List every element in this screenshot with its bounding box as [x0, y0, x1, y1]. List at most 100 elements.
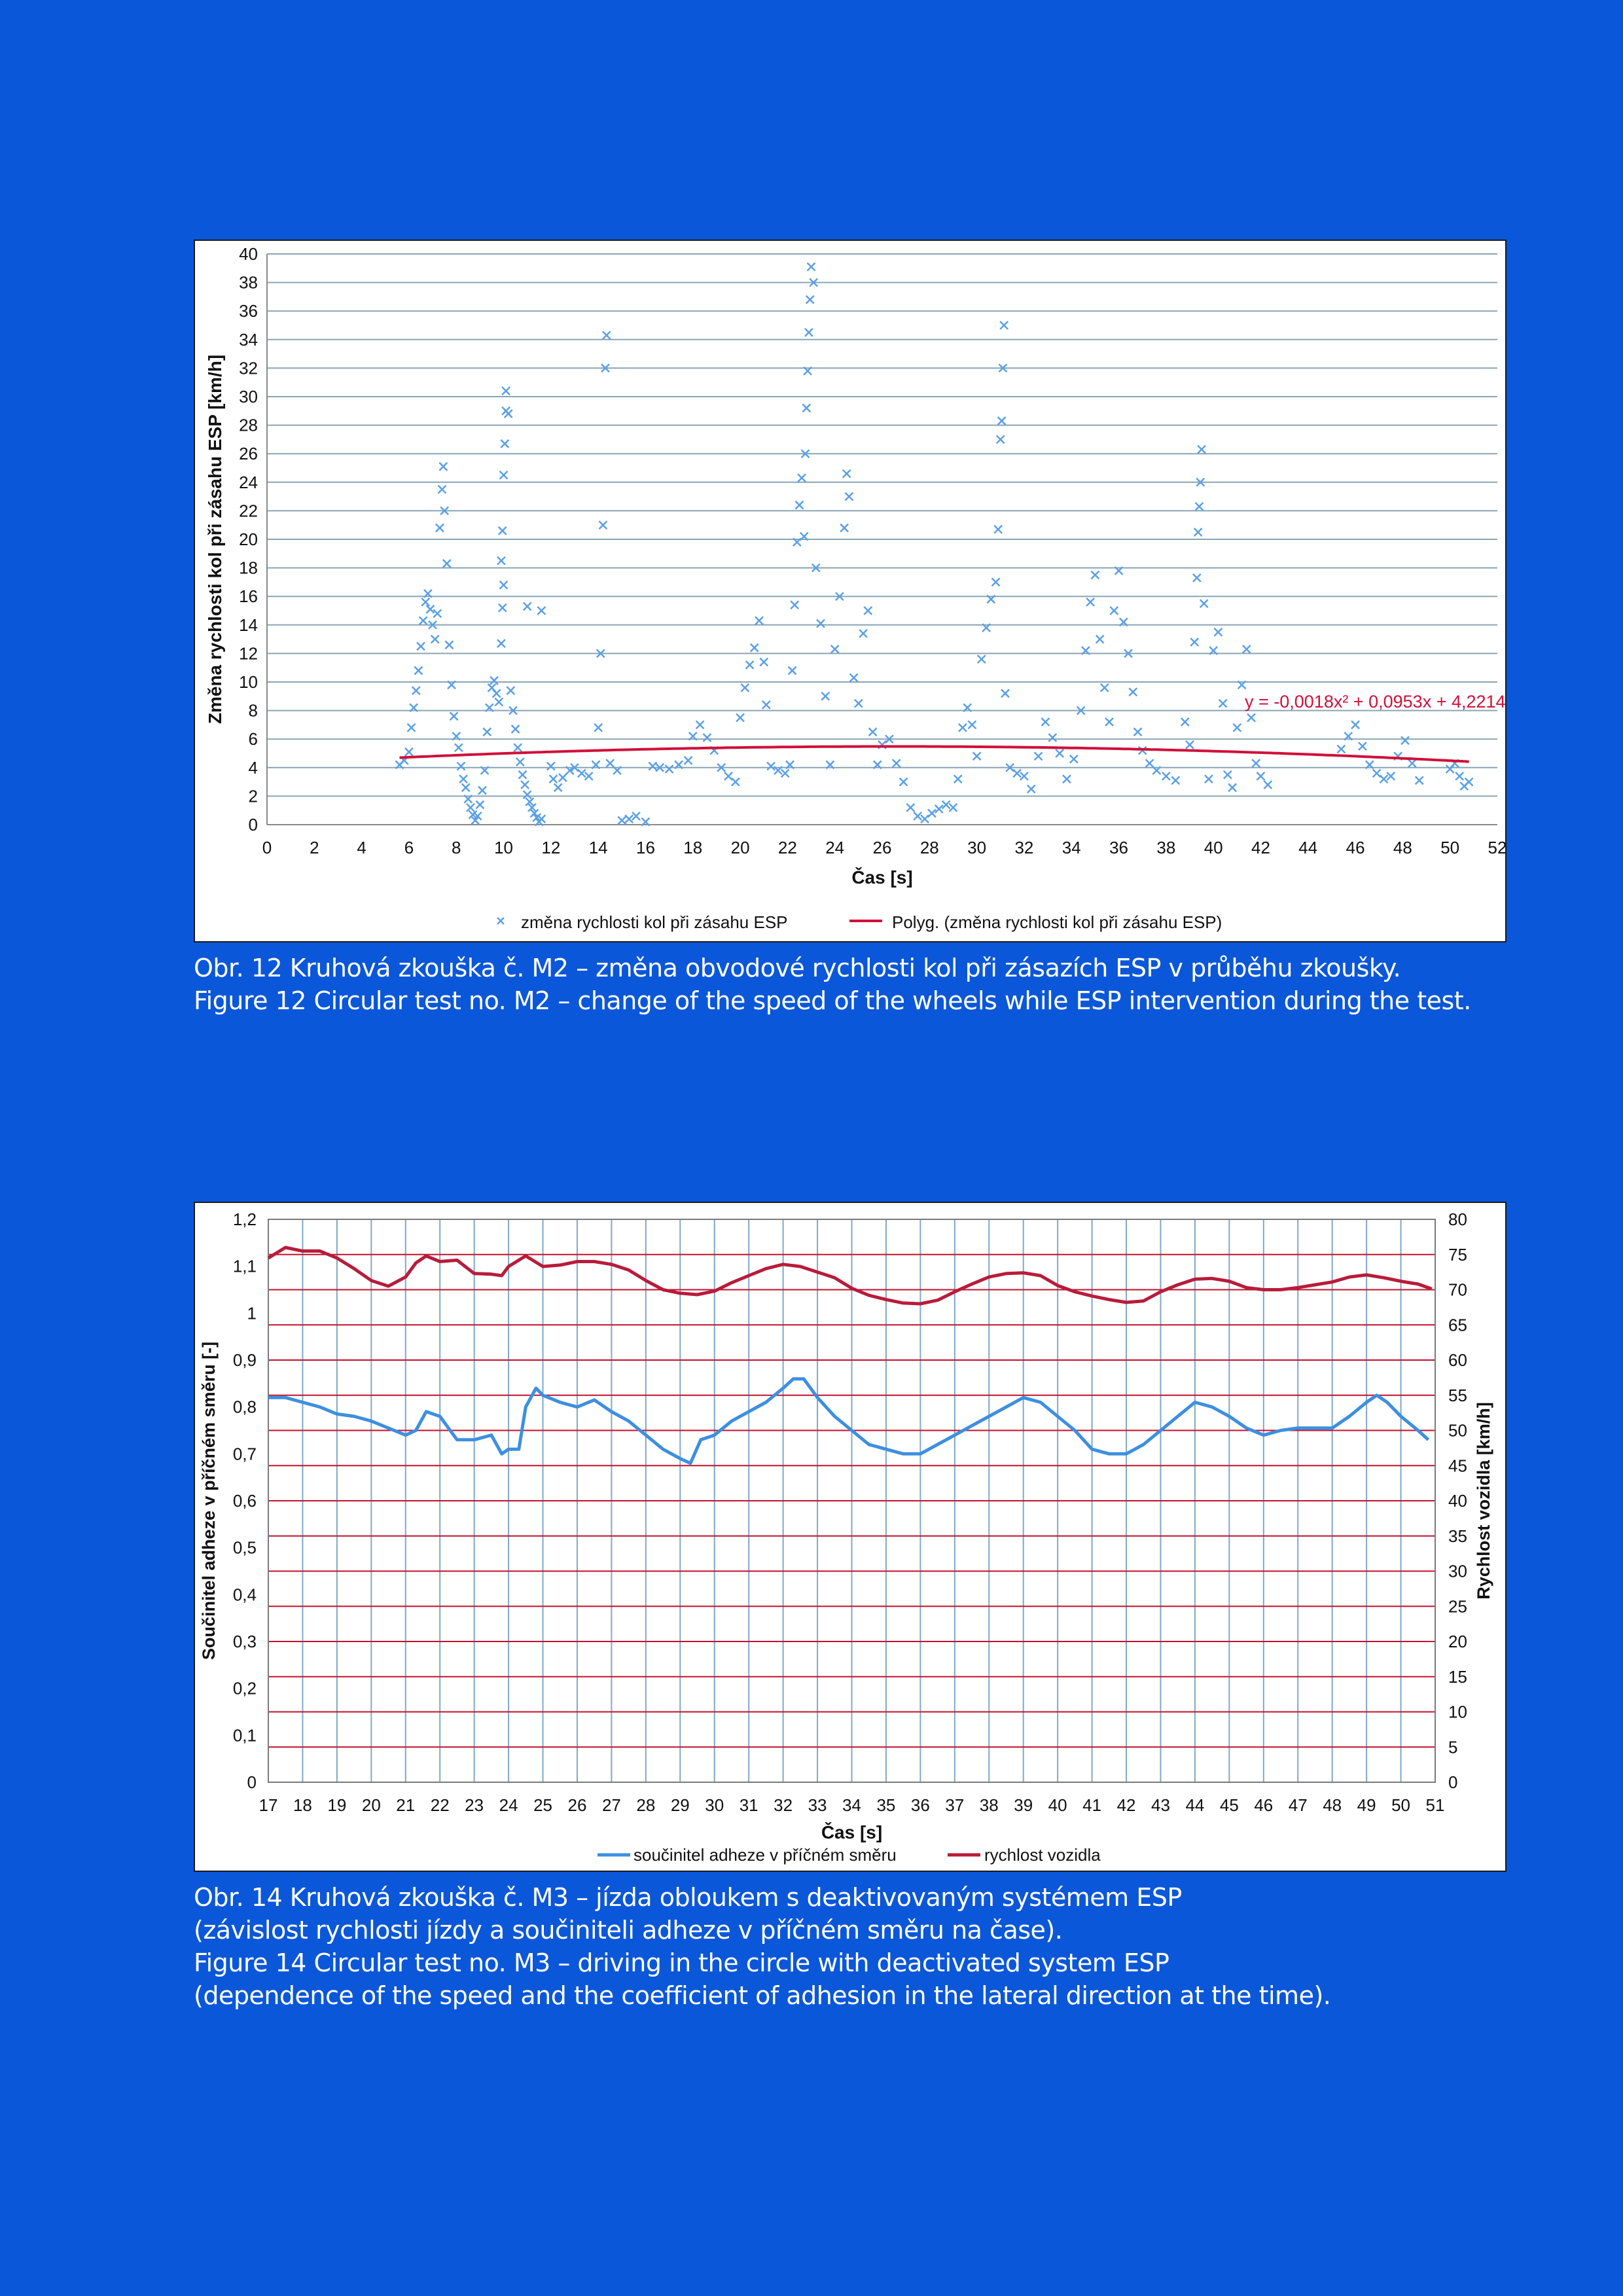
data-point	[953, 774, 963, 784]
data-point	[1099, 683, 1109, 692]
y-right-tick-label: 35	[1448, 1526, 1467, 1546]
data-point	[546, 761, 556, 771]
x-tick-label: 38	[1156, 838, 1175, 857]
data-point	[724, 771, 733, 781]
y-right-tick-label: 70	[1448, 1280, 1467, 1300]
data-point	[1372, 768, 1382, 778]
data-point	[478, 785, 487, 795]
x-tick-label: 20	[362, 1795, 381, 1815]
data-point	[411, 686, 421, 695]
data-point	[1001, 689, 1010, 698]
x-tick-label: 47	[1289, 1795, 1308, 1815]
data-point	[859, 628, 868, 638]
data-point	[605, 759, 615, 768]
data-point	[497, 526, 507, 535]
y-right-tick-label: 65	[1448, 1315, 1467, 1335]
x-tick-label: 39	[1014, 1795, 1033, 1815]
data-point	[1199, 599, 1209, 608]
y-tick-label: 40	[239, 244, 258, 264]
data-point	[565, 766, 575, 776]
y-left-tick-label: 1	[247, 1303, 257, 1323]
y-right-tick-label: 60	[1448, 1350, 1467, 1370]
data-point	[598, 520, 608, 530]
data-point	[745, 660, 755, 670]
data-point	[803, 366, 812, 376]
plot-frame	[268, 1219, 1436, 1783]
data-point	[811, 563, 821, 573]
data-point	[601, 363, 610, 373]
data-point	[958, 723, 967, 732]
data-point	[406, 723, 416, 732]
data-point	[674, 760, 683, 770]
data-point	[537, 606, 546, 615]
y-tick-label: 22	[239, 501, 258, 520]
x-tick-label: 36	[1109, 838, 1128, 857]
data-point	[1336, 744, 1346, 754]
trend-line	[399, 745, 1469, 763]
x-tick-label: 24	[825, 838, 844, 857]
data-point	[1464, 777, 1474, 787]
data-point	[927, 808, 936, 818]
x-tick-label: 14	[589, 838, 608, 857]
data-point	[641, 817, 651, 827]
x-axis-title: Čas [s]	[851, 867, 912, 888]
x-tick-label: 6	[404, 838, 414, 857]
data-point	[1069, 754, 1079, 764]
data-point	[409, 703, 419, 713]
data-point	[508, 706, 518, 715]
y-left-tick-label: 0,1	[233, 1725, 257, 1745]
data-point	[997, 416, 1007, 425]
data-point	[749, 643, 759, 653]
data-point	[780, 768, 790, 778]
y-right-tick-label: 10	[1448, 1702, 1467, 1722]
data-point	[497, 556, 506, 565]
data-point	[1263, 780, 1273, 789]
data-point	[497, 603, 507, 613]
data-point	[570, 762, 579, 772]
x-tick-label: 44	[1298, 838, 1317, 857]
y-left-tick-label: 0	[247, 1772, 257, 1792]
data-point	[1228, 783, 1237, 793]
data-point	[529, 808, 539, 818]
data-point	[480, 766, 490, 776]
x-tick-label: 45	[1220, 1795, 1239, 1815]
x-tick-label: 28	[636, 1795, 655, 1815]
data-point	[1086, 598, 1096, 607]
y-left-tick-label: 0,7	[233, 1444, 257, 1463]
data-point	[755, 616, 764, 626]
data-point	[991, 577, 1001, 587]
legend: součinitel adheze v příčném směru rychlos…	[597, 1845, 1101, 1865]
data-point	[906, 802, 916, 812]
data-point	[527, 802, 537, 812]
data-point	[404, 747, 414, 757]
data-point	[1344, 731, 1353, 741]
data-point	[683, 756, 693, 765]
data-point	[430, 634, 440, 644]
data-point	[761, 700, 771, 709]
data-point	[1190, 637, 1200, 647]
legend-label-trend: Polyg. (změna rychlosti kol při zásahu E…	[892, 912, 1222, 932]
data-point	[1109, 606, 1119, 615]
x-tick-label: 0	[262, 838, 272, 857]
data-point	[1193, 528, 1203, 537]
data-point	[934, 804, 944, 814]
data-point	[1379, 774, 1389, 784]
y-tick-label: 12	[239, 643, 258, 663]
legend-label-scatter: změna rychlosti kol při zásahu ESP	[521, 912, 788, 932]
data-point	[730, 777, 740, 787]
data-point	[1128, 687, 1138, 697]
x-tick-label: 46	[1254, 1795, 1273, 1815]
x-tick-label: 33	[808, 1795, 827, 1815]
x-tick-label: 42	[1251, 838, 1270, 857]
y-right-tick-label: 55	[1448, 1386, 1467, 1405]
figure14-caption-en-line1: Figure 14 Circular test no. M3 – driving…	[194, 1948, 1169, 1977]
x-tick-label: 51	[1426, 1795, 1445, 1815]
data-point	[503, 409, 513, 419]
x-tick-label: 41	[1082, 1795, 1101, 1815]
y-tick-label: 38	[239, 273, 258, 293]
figure12-caption-en: Figure 12 Circular test no. M2 – change …	[194, 986, 1471, 1015]
data-point	[1033, 751, 1043, 761]
data-point	[849, 673, 859, 683]
data-point	[522, 601, 532, 611]
x-tick-label: 20	[731, 838, 750, 857]
